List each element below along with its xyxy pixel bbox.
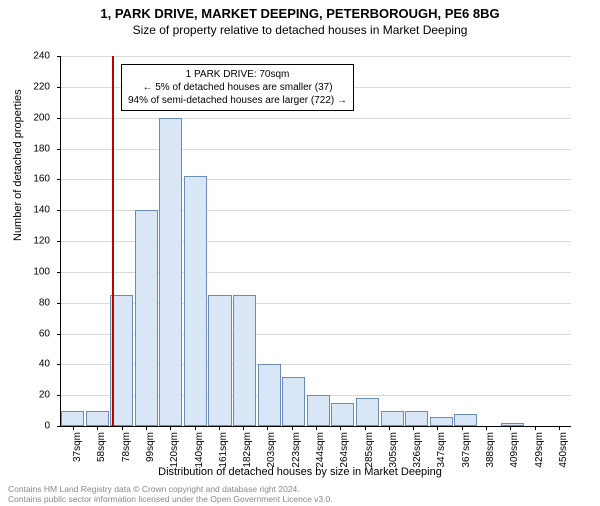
histogram-bar [501, 423, 524, 426]
footer-line-2: Contains public sector information licen… [8, 494, 333, 504]
chart-subtitle: Size of property relative to detached ho… [0, 23, 600, 37]
annotation-box: 1 PARK DRIVE: 70sqm ← 5% of detached hou… [121, 64, 354, 111]
y-tick-label: 200 [0, 112, 50, 123]
plot-region: 1 PARK DRIVE: 70sqm ← 5% of detached hou… [60, 56, 571, 427]
y-tick-label: 20 [0, 390, 50, 401]
histogram-bar [159, 118, 182, 426]
y-tick-label: 160 [0, 174, 50, 185]
histogram-bar [86, 411, 109, 426]
histogram-bar [356, 398, 379, 426]
y-tick-label: 240 [0, 51, 50, 62]
reference-line [112, 56, 114, 426]
y-tick-label: 120 [0, 236, 50, 247]
histogram-bar [430, 417, 453, 426]
annot-line-1: 1 PARK DRIVE: 70sqm [128, 68, 347, 81]
histogram-bar [61, 411, 84, 426]
y-tick-label: 220 [0, 81, 50, 92]
y-tick-label: 0 [0, 421, 50, 432]
chart-title: 1, PARK DRIVE, MARKET DEEPING, PETERBORO… [0, 6, 600, 21]
histogram-bar [135, 210, 158, 426]
y-tick-label: 80 [0, 297, 50, 308]
histogram-bar [331, 403, 354, 426]
histogram-bar [307, 395, 330, 426]
y-tick-label: 100 [0, 266, 50, 277]
annot-line-2: ← 5% of detached houses are smaller (37) [128, 81, 347, 94]
footer-attribution: Contains HM Land Registry data © Crown c… [8, 484, 333, 504]
histogram-bar [258, 364, 281, 426]
annot-line-3: 94% of semi-detached houses are larger (… [128, 94, 347, 107]
y-tick-label: 140 [0, 205, 50, 216]
histogram-bar [233, 295, 256, 426]
histogram-bar [282, 377, 305, 426]
histogram-bar [454, 414, 477, 426]
x-axis-label: Distribution of detached houses by size … [0, 466, 600, 478]
histogram-bar [184, 176, 207, 426]
y-tick-label: 180 [0, 143, 50, 154]
y-tick-label: 40 [0, 359, 50, 370]
y-axis-label: Number of detached properties [12, 89, 24, 241]
y-tick-label: 60 [0, 328, 50, 339]
chart-area: 1 PARK DRIVE: 70sqm ← 5% of detached hou… [60, 56, 570, 426]
histogram-bar [208, 295, 231, 426]
histogram-bar [381, 411, 404, 426]
footer-line-1: Contains HM Land Registry data © Crown c… [8, 484, 333, 494]
histogram-bar [405, 411, 428, 426]
histogram-bars [61, 56, 571, 426]
